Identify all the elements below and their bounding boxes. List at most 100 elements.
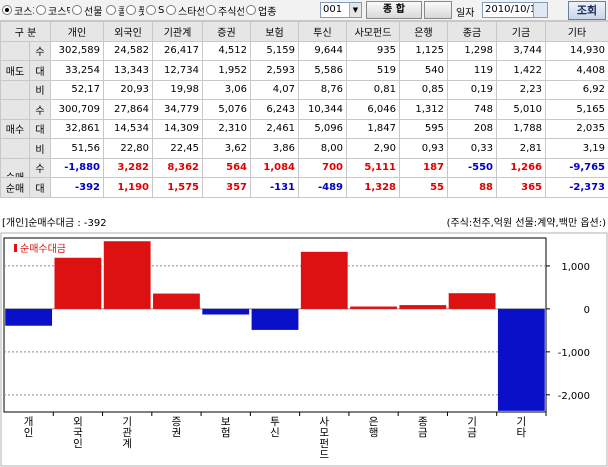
column-header: 구 분 bbox=[0, 21, 51, 42]
table-cell: 5,096 bbox=[298, 118, 347, 139]
row-group-label: 매도 bbox=[5, 66, 25, 78]
table-cell: 3,86 bbox=[250, 138, 299, 159]
market-radio-label: 콜 bbox=[118, 6, 124, 18]
table-cell: 5,159 bbox=[250, 40, 299, 61]
table-row: 순매 대 -392 1,190 1,575 357 -131 -489 1,328 55 88 365… bbox=[0, 177, 608, 198]
table-row: 비 51,56 22,80 22,45 3,62 3,86 8,00 2,90 0,93 0,33… bbox=[0, 138, 608, 159]
table-cell: 14,534 bbox=[103, 118, 153, 139]
table-cell: 187 bbox=[399, 157, 448, 178]
column-header: 기타 bbox=[545, 21, 608, 42]
table-cell: 3,19 bbox=[545, 138, 608, 159]
row-label-cell: 순매 대 bbox=[0, 177, 51, 198]
table-row: 비 52,17 20,93 19,98 3,06 4,07 8,76 0,81 0,85 0,19… bbox=[0, 79, 608, 100]
market-radio-label: 선물 bbox=[84, 6, 103, 18]
row-label-cell: 비 bbox=[0, 138, 51, 159]
table-cell: 27,864 bbox=[103, 99, 153, 120]
table-cell: 5,111 bbox=[346, 157, 400, 178]
table-cell: 14,930 bbox=[545, 40, 608, 61]
table-cell: 0,19 bbox=[447, 79, 497, 100]
table-cell: 0,81 bbox=[346, 79, 400, 100]
table-cell: 0,93 bbox=[399, 138, 448, 159]
table-cell: -1,880 bbox=[50, 157, 104, 178]
radio-dot-icon bbox=[72, 5, 82, 15]
table-cell: -550 bbox=[447, 157, 497, 178]
y-tick-label: -2,000 bbox=[558, 391, 590, 402]
table-cell: 10,344 bbox=[298, 99, 347, 120]
table-cell: 4,512 bbox=[202, 40, 251, 61]
row-label-cell: 비 bbox=[0, 79, 51, 100]
table-cell: 8,00 bbox=[298, 138, 347, 159]
market-radio-sf[interactable]: SF bbox=[146, 0, 164, 21]
calendar-icon[interactable] bbox=[533, 3, 547, 17]
dropdown-arrow-icon[interactable]: ▼ bbox=[349, 3, 361, 17]
table-cell: 34,779 bbox=[152, 99, 203, 120]
table-cell: 2,90 bbox=[346, 138, 400, 159]
bar-4 bbox=[202, 308, 250, 315]
bar-0 bbox=[5, 308, 53, 326]
table-cell: 1,952 bbox=[202, 60, 251, 81]
table-cell: 26,417 bbox=[152, 40, 203, 61]
table-cell: 1,847 bbox=[346, 118, 400, 139]
row-sub-label: 수 bbox=[29, 41, 50, 60]
table-cell: 302,589 bbox=[50, 40, 104, 61]
table-cell: 1,575 bbox=[152, 177, 203, 198]
radio-dot-icon bbox=[246, 5, 256, 15]
market-radio-kosdaq[interactable]: 코스닥 bbox=[36, 0, 70, 21]
table-cell: 20,93 bbox=[103, 79, 153, 100]
column-header: 증권 bbox=[202, 21, 251, 42]
table-cell: 33,254 bbox=[50, 60, 104, 81]
row-group-label: 매수 bbox=[5, 125, 25, 137]
table-cell: 2,461 bbox=[250, 118, 299, 139]
bar-6 bbox=[300, 251, 348, 309]
table-cell: 519 bbox=[346, 60, 400, 81]
radio-dot-icon bbox=[126, 5, 136, 15]
table-cell: 6,046 bbox=[346, 99, 400, 120]
code-select[interactable]: 001 ▼ bbox=[320, 2, 362, 18]
table-cell: 1,298 bbox=[447, 40, 497, 61]
y-tick-label: -1,000 bbox=[558, 348, 590, 359]
row-sub-label: 대 bbox=[29, 178, 50, 197]
row-group-label: 순매 bbox=[5, 183, 25, 195]
market-radio-star-futures[interactable]: 스타선 bbox=[166, 0, 204, 21]
market-radio-sector[interactable]: 업종 bbox=[246, 0, 276, 21]
search-button[interactable]: 조회 bbox=[568, 1, 606, 20]
table-cell: 2,035 bbox=[545, 118, 608, 139]
table-cell: 0,85 bbox=[399, 79, 448, 100]
market-radio-futures[interactable]: 선물 bbox=[72, 0, 104, 21]
market-radio-label: 스타선 bbox=[178, 6, 204, 18]
table-cell: 2,593 bbox=[250, 60, 299, 81]
radio-dot-icon bbox=[206, 5, 216, 15]
row-label-cell: 순매수 bbox=[0, 157, 51, 178]
bar-1 bbox=[54, 257, 102, 309]
investor-table: 구 분 개인 외국인 기관계 증권 보험 투신 사모펀드 은행 종금 기금 기타 수 302,589 24… bbox=[0, 21, 608, 198]
market-radio-call[interactable]: 콜 bbox=[106, 0, 124, 21]
table-cell: 4,07 bbox=[250, 79, 299, 100]
table-cell: 24,582 bbox=[103, 40, 153, 61]
market-radio-put[interactable]: 풋 bbox=[126, 0, 144, 21]
market-radio-kospi[interactable]: 코스피 bbox=[2, 0, 34, 21]
date-input[interactable]: 2010/10/15 bbox=[482, 2, 548, 18]
market-radio-label: 코스피 bbox=[14, 6, 34, 18]
bar-10 bbox=[497, 308, 545, 411]
table-cell: 22,80 bbox=[103, 138, 153, 159]
row-sub-label: 대 bbox=[29, 61, 50, 80]
column-header: 개인 bbox=[50, 21, 104, 42]
table-cell: 13,343 bbox=[103, 60, 153, 81]
table-cell: 935 bbox=[346, 40, 400, 61]
row-sub-label: 대 bbox=[29, 119, 50, 138]
table-cell: 1,788 bbox=[496, 118, 546, 139]
table-cell: -9,765 bbox=[545, 157, 608, 178]
toolbar: 코스피 코스닥 선물 콜 풋 SF 스타선 주식선 업종 001 ▼ 종 합 일자 2010/10/15 조… bbox=[0, 0, 608, 21]
type-total-button[interactable]: 종 합 bbox=[366, 1, 422, 19]
table-cell: 8,76 bbox=[298, 79, 347, 100]
table-cell: 2,81 bbox=[496, 138, 546, 159]
table-cell: 2,23 bbox=[496, 79, 546, 100]
market-radio-stock-futures[interactable]: 주식선 bbox=[206, 0, 244, 21]
type-secondary-button[interactable] bbox=[424, 1, 452, 19]
